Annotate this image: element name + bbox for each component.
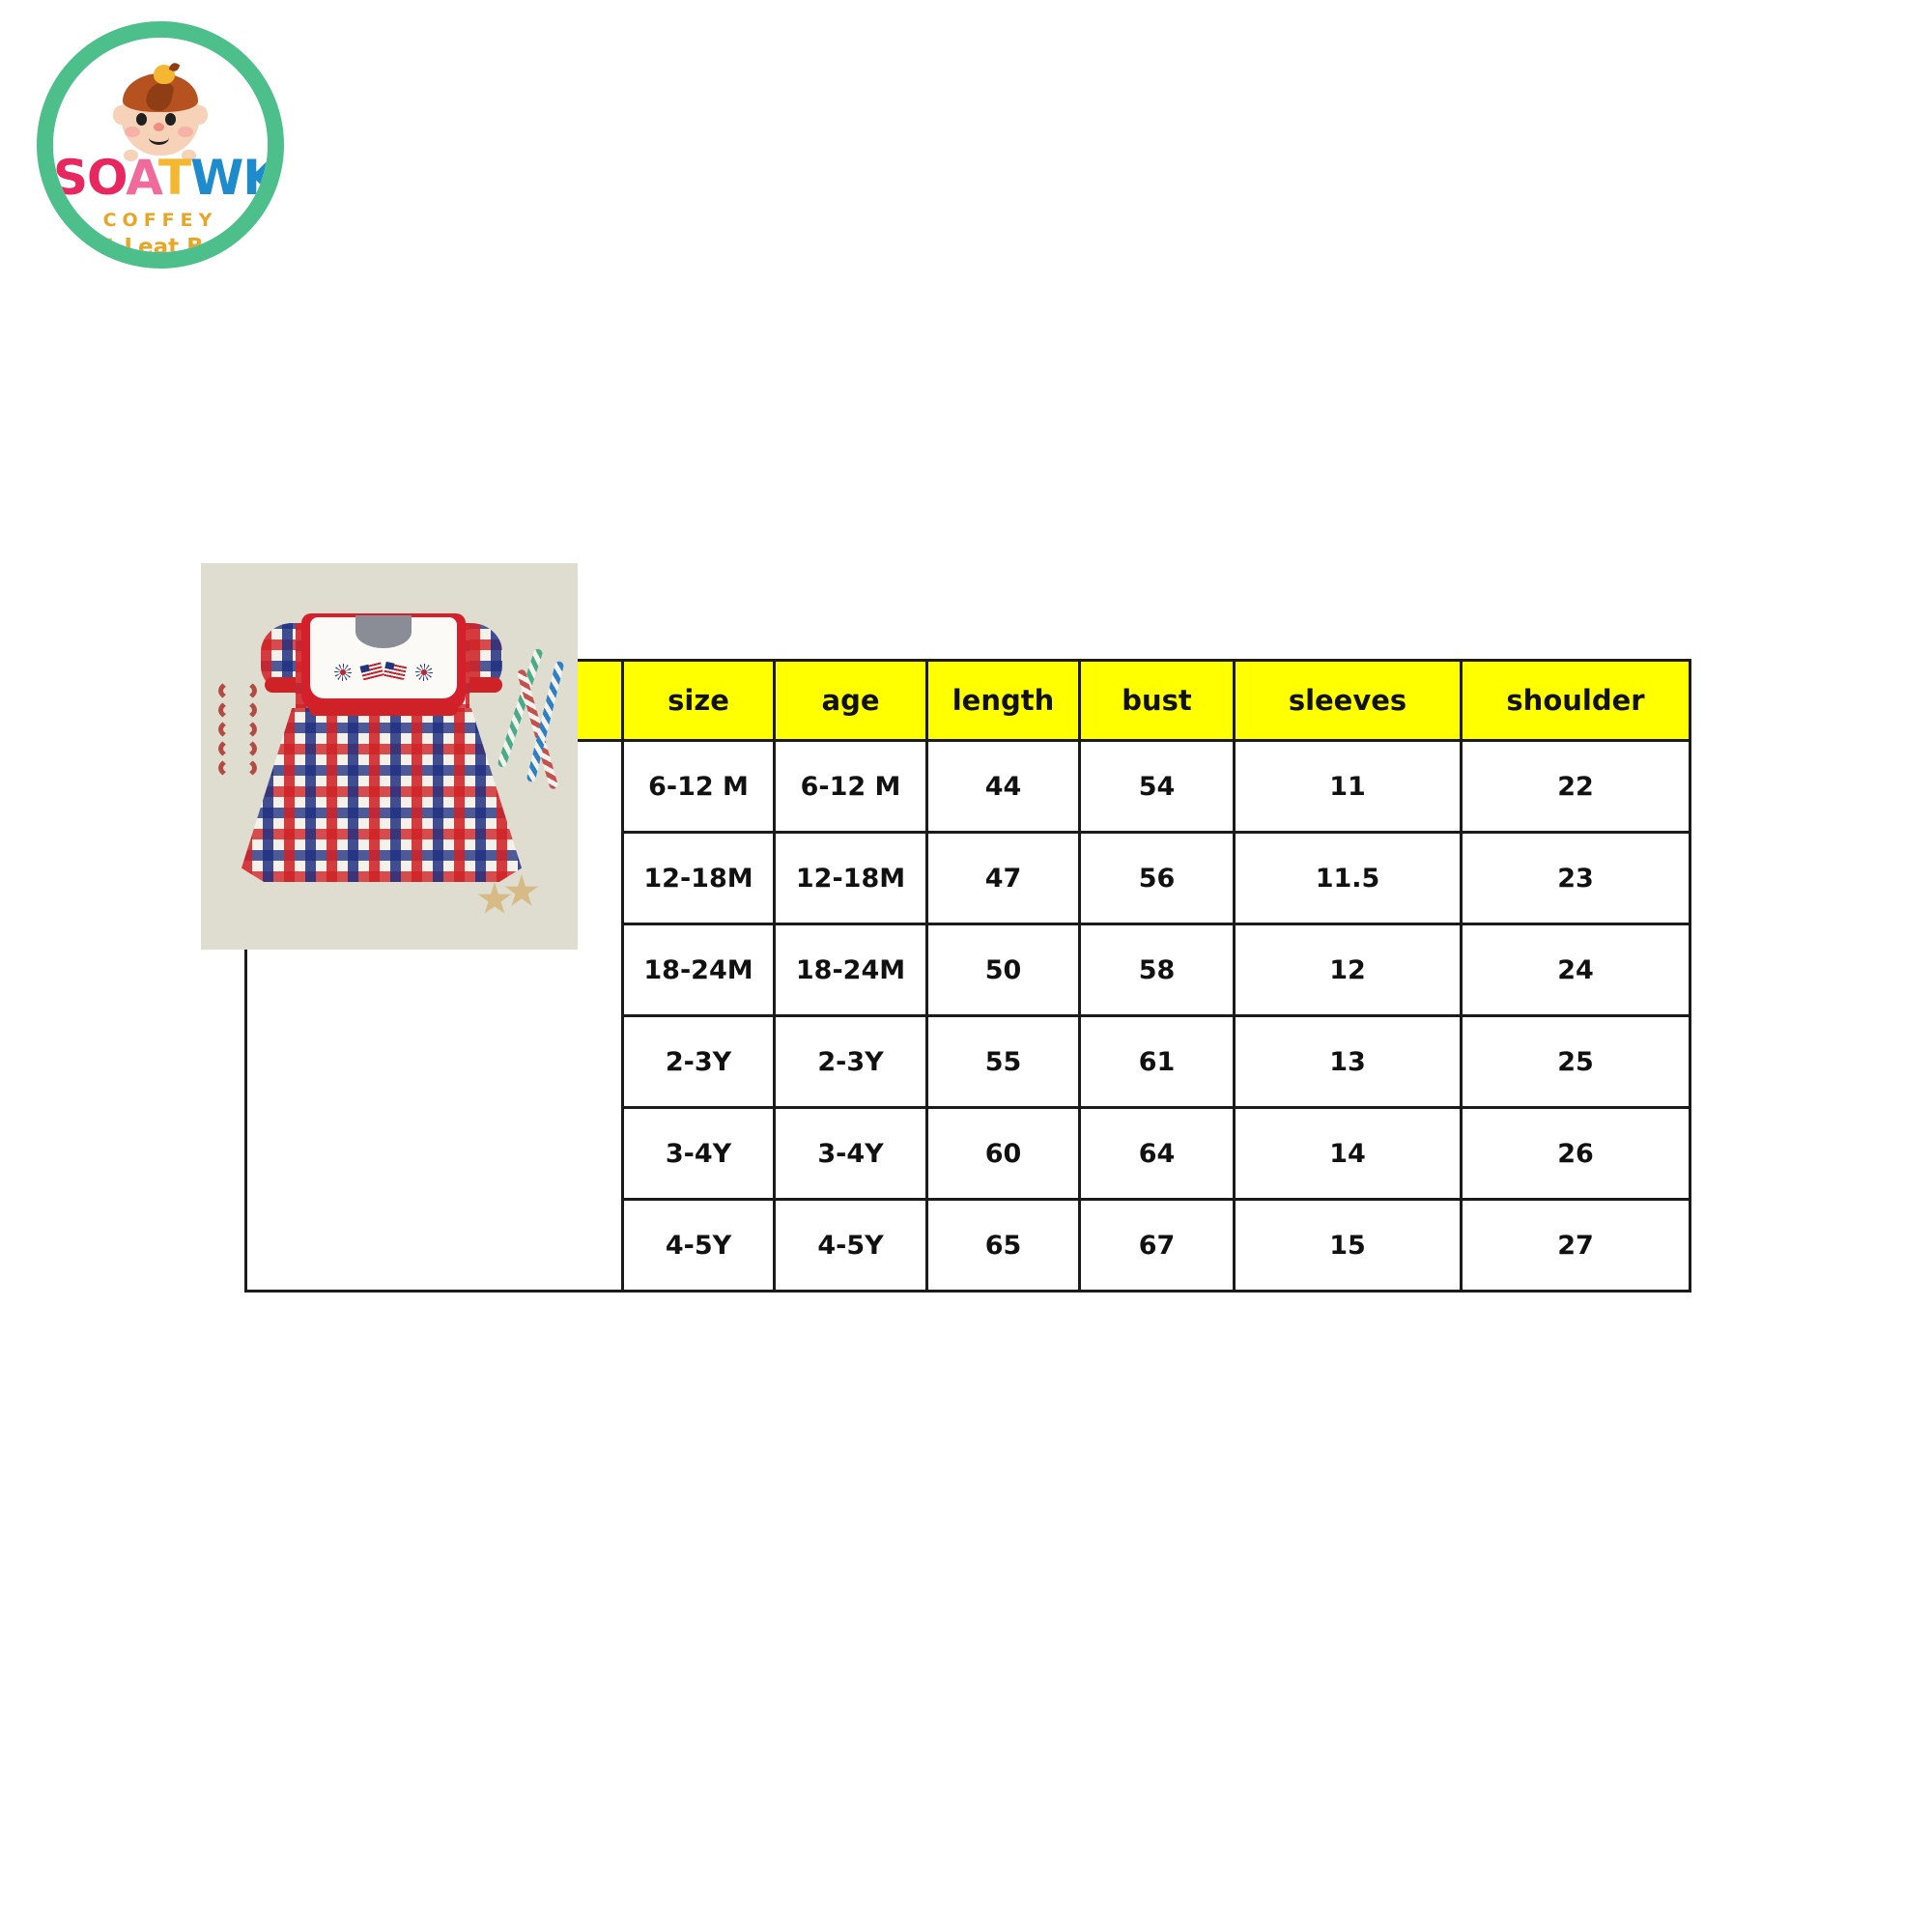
- cell-sleeves: 12: [1233, 923, 1463, 1017]
- column-header-sleeves: sleeves: [1233, 659, 1463, 742]
- cell-age: 6-12 M: [773, 739, 928, 834]
- cell-shoulder: 25: [1460, 1014, 1691, 1109]
- wordmark-letter-k: K: [242, 150, 268, 206]
- cell-length: 47: [925, 831, 1081, 925]
- cell-bust: 56: [1078, 831, 1236, 925]
- cell-shoulder: 27: [1460, 1198, 1691, 1293]
- column-header-bust: bust: [1078, 659, 1236, 742]
- cell-age: 3-4Y: [773, 1106, 928, 1201]
- table-row: 18-24M 18-24M 50 58 12 24: [246, 923, 1691, 1017]
- cell-sleeves: 15: [1233, 1198, 1463, 1293]
- brand-logo: SOATWK® COFFEY Not Leat Baby: [37, 21, 284, 269]
- waist-ruffle-trim: [309, 702, 458, 716]
- cell-sleeves: 11.5: [1233, 831, 1463, 925]
- cell-bust: 58: [1078, 923, 1236, 1017]
- logo-tagline: Not Leat Baby: [71, 235, 249, 252]
- cell-size: 12-18M: [621, 831, 776, 925]
- column-header-size: size: [621, 659, 776, 742]
- wordmark-letter-w: W: [190, 150, 243, 206]
- firework-burst-icon: [415, 664, 433, 681]
- cell-size: 4-5Y: [621, 1198, 776, 1293]
- baby-plaid-dress-photo: [201, 563, 578, 950]
- size-chart-table: picture size age length bust sleeves sho…: [201, 563, 1691, 1293]
- table-row: 4-5Y 4-5Y 65 67 15 27: [246, 1198, 1691, 1293]
- cell-sleeves: 13: [1233, 1014, 1463, 1109]
- logo-inner: SOATWK® COFFEY Not Leat Baby: [53, 38, 268, 252]
- wordmark-letter-o: O: [87, 150, 127, 206]
- cell-size: 2-3Y: [621, 1014, 776, 1109]
- cell-bust: 67: [1078, 1198, 1236, 1293]
- cell-length: 55: [925, 1014, 1081, 1109]
- cell-bust: 61: [1078, 1014, 1236, 1109]
- cell-sleeves: 14: [1233, 1106, 1463, 1201]
- cell-size: 3-4Y: [621, 1106, 776, 1201]
- table-row: 3-4Y 3-4Y 60 64 14 26: [246, 1106, 1691, 1201]
- cell-age: 2-3Y: [773, 1014, 928, 1109]
- product-photo-cell: [201, 563, 624, 1293]
- column-header-length: length: [925, 659, 1081, 742]
- column-header-age: age: [773, 659, 928, 742]
- wooden-star-prop: [504, 874, 539, 906]
- table-row: 12-18M 12-18M 47 56 11.5 23: [246, 831, 1691, 925]
- table-row: 2-3Y 2-3Y 55 61 13 25: [246, 1014, 1691, 1109]
- baby-face-icon: [110, 61, 211, 163]
- column-header-shoulder: shoulder: [1460, 659, 1691, 742]
- cell-age: 4-5Y: [773, 1198, 928, 1293]
- red-ribbon-prop: [218, 679, 257, 785]
- cell-shoulder: 23: [1460, 831, 1691, 925]
- wordmark-letter-s: S: [53, 150, 88, 206]
- cell-shoulder: 26: [1460, 1106, 1691, 1201]
- cell-age: 12-18M: [773, 831, 928, 925]
- cell-size: 18-24M: [621, 923, 776, 1017]
- wordmark-letter-t: T: [158, 150, 191, 206]
- logo-wordmark: SOATWK®: [53, 154, 268, 202]
- dress-skirt: [242, 708, 522, 882]
- cell-length: 65: [925, 1198, 1081, 1293]
- wordmark-letter-a: A: [126, 150, 159, 206]
- dress-neckline: [355, 615, 412, 648]
- logo-subtitle: COFFEY: [102, 210, 218, 231]
- cell-bust: 64: [1078, 1106, 1236, 1201]
- cell-sleeves: 11: [1233, 739, 1463, 834]
- cell-shoulder: 22: [1460, 739, 1691, 834]
- cell-bust: 54: [1078, 739, 1236, 834]
- cell-length: 60: [925, 1106, 1081, 1201]
- cell-length: 44: [925, 739, 1081, 834]
- cell-size: 6-12 M: [621, 739, 776, 834]
- cell-age: 18-24M: [773, 923, 928, 1017]
- table-row: 6-12 M 6-12 M 44 54 11 22: [201, 563, 1691, 1293]
- firework-burst-icon: [334, 664, 352, 681]
- cell-length: 50: [925, 923, 1081, 1017]
- cell-shoulder: 24: [1460, 923, 1691, 1017]
